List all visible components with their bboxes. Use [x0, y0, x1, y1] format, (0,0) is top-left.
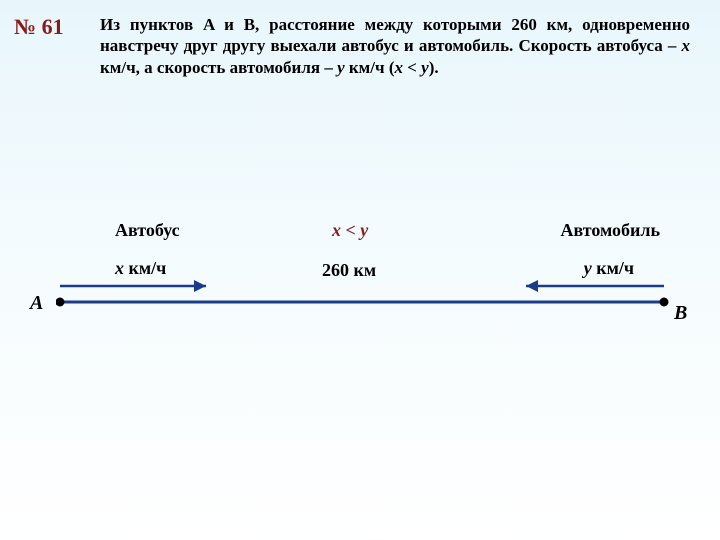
text-p2: км/ч, а скорость автомобиля –	[100, 58, 337, 77]
text-x: x	[682, 36, 691, 55]
problem-number: № 61	[14, 14, 64, 40]
point-b-label: B	[674, 302, 687, 325]
text-cond: x < y	[395, 58, 429, 77]
point-a-label: A	[30, 292, 43, 315]
condition-label: x < y	[332, 220, 368, 241]
diagram: Автобус Автомобиль x < y x км/ч y км/ч 2…	[60, 220, 670, 360]
y-var: y	[584, 258, 592, 278]
text-p1: Из пунктов A и B, расстояние между котор…	[100, 15, 690, 55]
text-y: y	[337, 58, 345, 77]
bus-label: Автобус	[115, 220, 180, 241]
car-label: Автомобиль	[560, 220, 660, 241]
problem-text: Из пунктов A и B, расстояние между котор…	[100, 14, 690, 78]
line-diagram	[56, 278, 676, 328]
x-unit: км/ч	[124, 258, 166, 278]
point-b-dot	[660, 298, 669, 307]
y-speed-label: y км/ч	[584, 258, 634, 279]
point-a-dot	[56, 298, 65, 307]
bus-arrow-head	[194, 280, 206, 292]
x-speed-label: x км/ч	[115, 258, 166, 279]
y-unit: км/ч	[592, 258, 634, 278]
text-p3: км/ч (	[345, 58, 395, 77]
text-p4: ).	[429, 58, 439, 77]
x-var: x	[115, 258, 124, 278]
car-arrow-head	[526, 280, 538, 292]
